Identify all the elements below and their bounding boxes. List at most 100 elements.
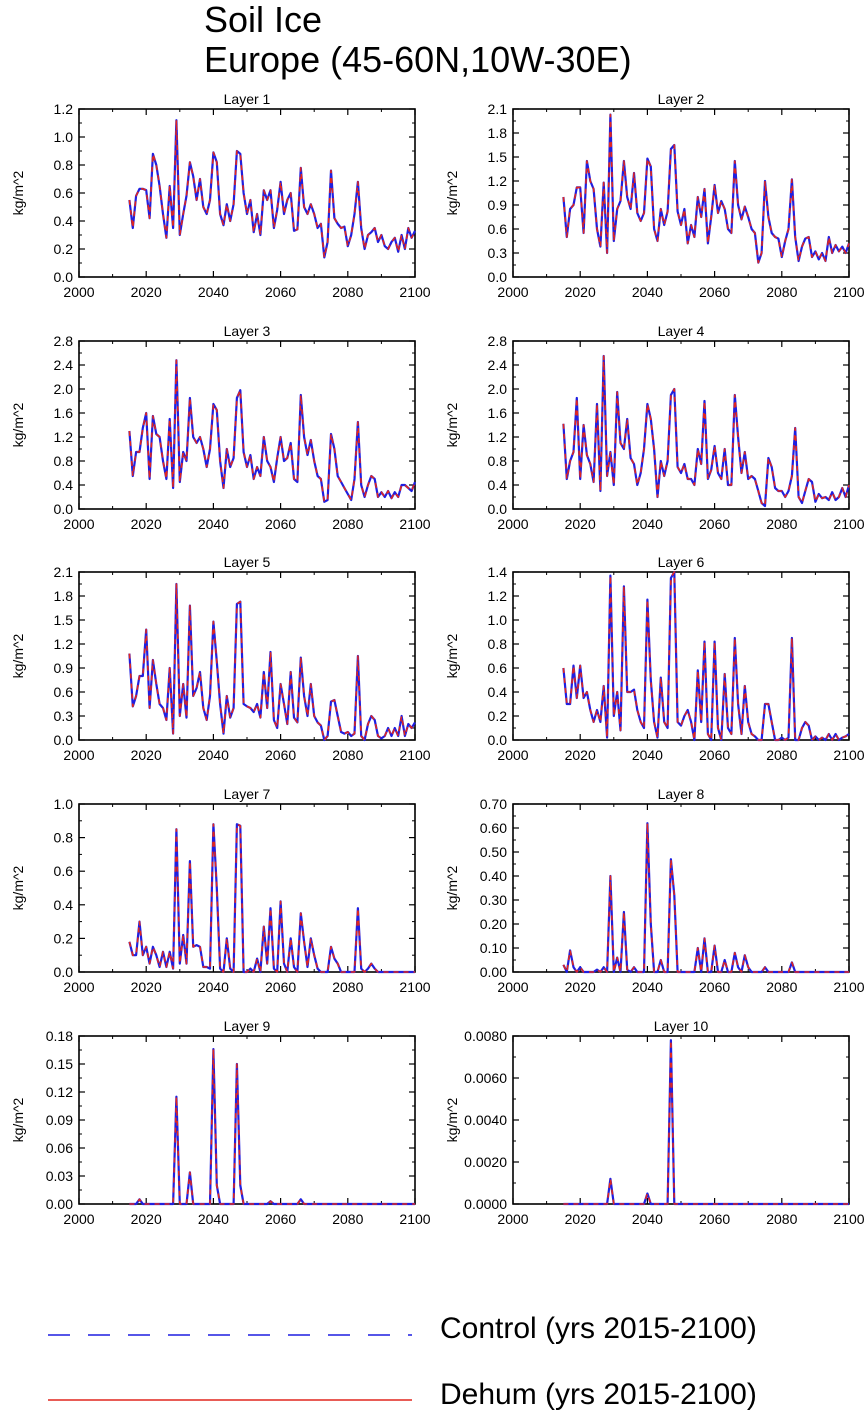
layer10-y-tick-label: 0.0020	[464, 1154, 507, 1170]
layer6-y-tick-label: 0.8	[488, 636, 508, 652]
layer8-y-tick-label: 0.20	[480, 916, 507, 932]
layer8-x-tick-label: 2020	[565, 979, 596, 995]
figure-title-line1: Soil Ice	[204, 0, 323, 40]
layer10-x-tick-label: 2100	[833, 1211, 864, 1227]
layer10-x-tick-label: 2060	[699, 1211, 730, 1227]
layer5-y-tick-label: 0.9	[54, 660, 74, 676]
layer10-y-tick-label: 0.0000	[464, 1196, 507, 1212]
layer5-y-tick-label: 0.6	[54, 684, 74, 700]
layer4-x-tick-label: 2040	[632, 516, 663, 532]
layer3-x-tick-label: 2040	[198, 516, 229, 532]
layer8-y-tick-label: 0.10	[480, 940, 507, 956]
layer6-y-tick-label: 1.0	[488, 612, 508, 628]
layer4-y-tick-label: 2.8	[488, 333, 508, 349]
layer4-y-tick-label: 0.4	[488, 477, 508, 493]
layer9-y-axis-label: kg/m^2	[10, 1097, 26, 1142]
layer3-y-tick-label: 1.2	[54, 429, 74, 445]
layer6-y-tick-label: 1.2	[488, 588, 508, 604]
layer5-y-tick-label: 1.8	[54, 588, 74, 604]
layer3-series-control-line	[128, 359, 417, 503]
layer9-y-tick-label: 0.18	[46, 1028, 73, 1044]
layer6-x-tick-label: 2060	[699, 747, 730, 763]
layer9-y-tick-label: 0.12	[46, 1084, 73, 1100]
layer7-y-tick-label: 0.8	[54, 830, 74, 846]
layer9-x-tick-label: 2060	[265, 1211, 296, 1227]
layer3-y-tick-label: 2.0	[54, 381, 74, 397]
layer10-y-tick-label: 0.0060	[464, 1070, 507, 1086]
layer2-x-tick-label: 2060	[699, 284, 730, 300]
layer8-y-tick-label: 0.00	[480, 964, 507, 980]
layer2-x-tick-label: 2000	[497, 284, 528, 300]
layer3-y-tick-label: 0.0	[54, 501, 74, 517]
layer3-x-tick-label: 2060	[265, 516, 296, 532]
layer3-panel-title: Layer 3	[224, 323, 271, 339]
layer7-x-tick-label: 2000	[63, 979, 94, 995]
layer4-x-tick-label: 2000	[497, 516, 528, 532]
layer7-panel-title: Layer 7	[224, 786, 271, 802]
layer1-x-tick-label: 2060	[265, 284, 296, 300]
layer3-x-tick-label: 2000	[63, 516, 94, 532]
layer3-y-tick-label: 2.4	[54, 357, 74, 373]
layer6-y-tick-label: 0.2	[488, 708, 508, 724]
layer1-plot-frame	[78, 108, 416, 278]
layer2-y-tick-label: 0.3	[488, 245, 508, 261]
layer8-y-tick-label: 0.70	[480, 796, 507, 812]
layer8-series-dehum-line	[562, 822, 849, 973]
layer9-y-tick-label: 0.03	[46, 1168, 73, 1184]
layer3-y-tick-label: 2.8	[54, 333, 74, 349]
layer8-x-tick-label: 2080	[766, 979, 797, 995]
layer1-y-axis-label: kg/m^2	[10, 170, 26, 215]
layer2-y-tick-label: 0.6	[488, 221, 508, 237]
layer9-x-tick-label: 2080	[332, 1211, 363, 1227]
layer10-x-tick-label: 2040	[632, 1211, 663, 1227]
layer7-series-dehum-line	[128, 823, 415, 973]
layer7-x-tick-label: 2060	[265, 979, 296, 995]
layer4-x-tick-label: 2080	[766, 516, 797, 532]
layer9-x-tick-label: 2020	[131, 1211, 162, 1227]
layer5-y-axis-label: kg/m^2	[10, 633, 26, 678]
layer5-y-tick-label: 1.2	[54, 636, 74, 652]
layer9-y-tick-label: 0.09	[46, 1112, 73, 1128]
layer1-x-tick-label: 2020	[131, 284, 162, 300]
layer3-x-tick-label: 2080	[332, 516, 363, 532]
layer3-y-tick-label: 0.8	[54, 453, 74, 469]
layer8-panel-title: Layer 8	[658, 786, 705, 802]
layer4-y-axis-label: kg/m^2	[444, 402, 460, 447]
layer8-y-tick-label: 0.30	[480, 892, 507, 908]
layer3-y-tick-label: 0.4	[54, 477, 74, 493]
layer8-plot-frame	[512, 803, 850, 973]
layer6-y-tick-label: 0.6	[488, 660, 508, 676]
layer9-y-tick-label: 0.00	[46, 1196, 73, 1212]
layer10-x-tick-label: 2020	[565, 1211, 596, 1227]
layer8-y-axis-label: kg/m^2	[444, 865, 460, 910]
layer10-series-control-line	[563, 1039, 849, 1206]
layer10-y-axis-label: kg/m^2	[444, 1097, 460, 1142]
layer8-x-tick-label: 2100	[833, 979, 864, 995]
layer6-panel-title: Layer 6	[658, 554, 705, 570]
layer1-y-tick-label: 1.2	[54, 101, 74, 117]
layer3-x-tick-label: 2020	[131, 516, 162, 532]
layer3-plot-frame	[78, 340, 416, 510]
layer8-y-tick-label: 0.40	[480, 868, 507, 884]
layer6-x-tick-label: 2080	[766, 747, 797, 763]
layer2-x-tick-label: 2100	[833, 284, 864, 300]
layer2-y-tick-label: 1.2	[488, 173, 508, 189]
layer2-x-tick-label: 2040	[632, 284, 663, 300]
layer2-y-axis-label: kg/m^2	[444, 170, 460, 215]
layer5-y-tick-label: 0.3	[54, 708, 74, 724]
layer4-y-tick-label: 2.0	[488, 381, 508, 397]
layer6-x-tick-label: 2040	[632, 747, 663, 763]
layer4-y-tick-label: 2.4	[488, 357, 508, 373]
layer1-x-tick-label: 2040	[198, 284, 229, 300]
layer8-x-tick-label: 2060	[699, 979, 730, 995]
figure-title-line2: Europe (45-60N,10W-30E)	[204, 39, 632, 80]
layer2-series-dehum-line	[562, 113, 850, 264]
layer9-y-tick-label: 0.06	[46, 1140, 73, 1156]
layer4-series-control-line	[562, 354, 851, 508]
layer8-series-control-line	[562, 822, 849, 974]
layer5-panel-title: Layer 5	[224, 554, 271, 570]
layer10-series-dehum-line	[563, 1039, 849, 1205]
layer6-y-tick-label: 0.4	[488, 684, 508, 700]
layer6-series-dehum-line	[562, 571, 850, 741]
